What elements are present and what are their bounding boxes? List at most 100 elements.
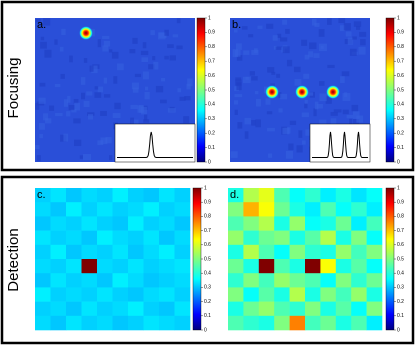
heatmap-cell: [35, 301, 51, 317]
noise: [176, 45, 183, 50]
colorbar-tick-label: 0.5: [208, 87, 215, 93]
noise: [132, 37, 138, 44]
heatmap-cell: [35, 259, 51, 274]
heatmap-cell: [128, 259, 144, 274]
noise: [325, 96, 332, 104]
noise: [347, 37, 354, 45]
noise: [230, 151, 238, 158]
heatmap-cell: [35, 188, 51, 203]
heatmap-cell: [274, 188, 290, 203]
heatmap-cell: [159, 244, 175, 260]
heatmap-cell: [35, 287, 51, 302]
noise: [60, 73, 65, 79]
heatmap-cell: [143, 244, 160, 260]
noise: [97, 140, 104, 146]
noise: [54, 84, 61, 88]
noise: [301, 39, 308, 46]
colorbar-tick-label: 0.3: [397, 285, 404, 291]
colorbar-tick-label: 0.8: [397, 214, 404, 220]
noise: [244, 117, 251, 125]
heatmap-cell: [97, 315, 113, 331]
noise: [359, 31, 367, 37]
noise: [341, 71, 350, 77]
heatmap-cell: [128, 287, 144, 302]
noise: [356, 115, 364, 123]
heatmap-cell: [258, 273, 275, 288]
heatmap-cell: [243, 301, 260, 317]
noise: [349, 48, 357, 56]
heatmap-cell: [50, 315, 67, 331]
colorbar-tick-label: 0.2: [397, 131, 404, 137]
noise: [314, 22, 320, 27]
colorbar-tick-label: 0.9: [204, 200, 211, 206]
colorbar-tick-label: 0.9: [397, 30, 404, 36]
heatmap-cell: [320, 315, 337, 331]
noise: [236, 55, 243, 61]
colorbar-tick-label: 0: [397, 159, 400, 165]
noise: [340, 76, 345, 84]
heatmap-cell: [335, 259, 352, 274]
heatmap-cell: [228, 230, 244, 246]
noise: [74, 102, 80, 111]
heatmap-cell: [128, 202, 144, 217]
heatmap-cell: [112, 188, 129, 203]
noise: [131, 119, 139, 126]
noise: [257, 25, 263, 29]
heatmap-cell: [320, 273, 337, 288]
heatmap-cell: [174, 230, 191, 246]
noise: [167, 44, 174, 49]
heatmap-cell: [159, 202, 175, 217]
noise: [91, 65, 98, 74]
heatmap-cell: [159, 315, 175, 331]
noise: [129, 49, 136, 54]
heatmap-cell: [174, 301, 191, 317]
heatmap-cell: [243, 244, 260, 260]
heatmap-cell: [258, 244, 275, 260]
heatmap-cell: [174, 273, 191, 288]
noise: [275, 46, 282, 50]
heatmap-cell: [97, 244, 113, 260]
colorbar-tick-label: 0.4: [397, 102, 404, 108]
heatmap-cell: [258, 287, 275, 302]
noise: [267, 127, 275, 132]
focus-spot: [265, 85, 279, 99]
noise: [160, 99, 167, 104]
heatmap-cell: [351, 259, 367, 274]
noise: [311, 18, 317, 26]
heatmap-cell: [174, 216, 191, 231]
noise: [235, 43, 242, 50]
heatmap-cell: [305, 315, 321, 331]
noise: [242, 76, 251, 84]
noise: [308, 51, 314, 58]
noise: [327, 18, 332, 25]
heatmap-cell: [335, 244, 352, 260]
noise: [148, 64, 155, 70]
colorbar-tick-label: 0.2: [397, 299, 404, 305]
noise: [319, 119, 327, 125]
noise: [111, 51, 119, 59]
heatmap-cell: [81, 287, 98, 302]
heatmap-cell: [274, 244, 290, 260]
heatmap-cell: [66, 188, 82, 203]
noise: [97, 86, 104, 93]
colorbar-tick-label: 0.1: [397, 145, 404, 151]
noise: [345, 31, 352, 37]
focus-spot: [295, 85, 309, 99]
heatmap-cell: [320, 301, 337, 317]
profile-curve: [117, 131, 193, 158]
heatmap-cell: [50, 230, 67, 246]
heatmap-cell: [81, 259, 98, 274]
noise: [167, 108, 176, 113]
noise: [293, 66, 301, 73]
noise: [355, 26, 361, 30]
noise: [268, 153, 273, 158]
heatmap-cell: [66, 202, 82, 217]
heatmap-cell: [366, 244, 383, 260]
noise: [235, 49, 241, 57]
noise: [244, 131, 249, 139]
heatmap-cell: [366, 188, 383, 203]
noise: [235, 77, 242, 81]
heatmap-cell: [81, 315, 98, 331]
noise: [319, 93, 327, 102]
heatmap-cell: [289, 287, 306, 302]
